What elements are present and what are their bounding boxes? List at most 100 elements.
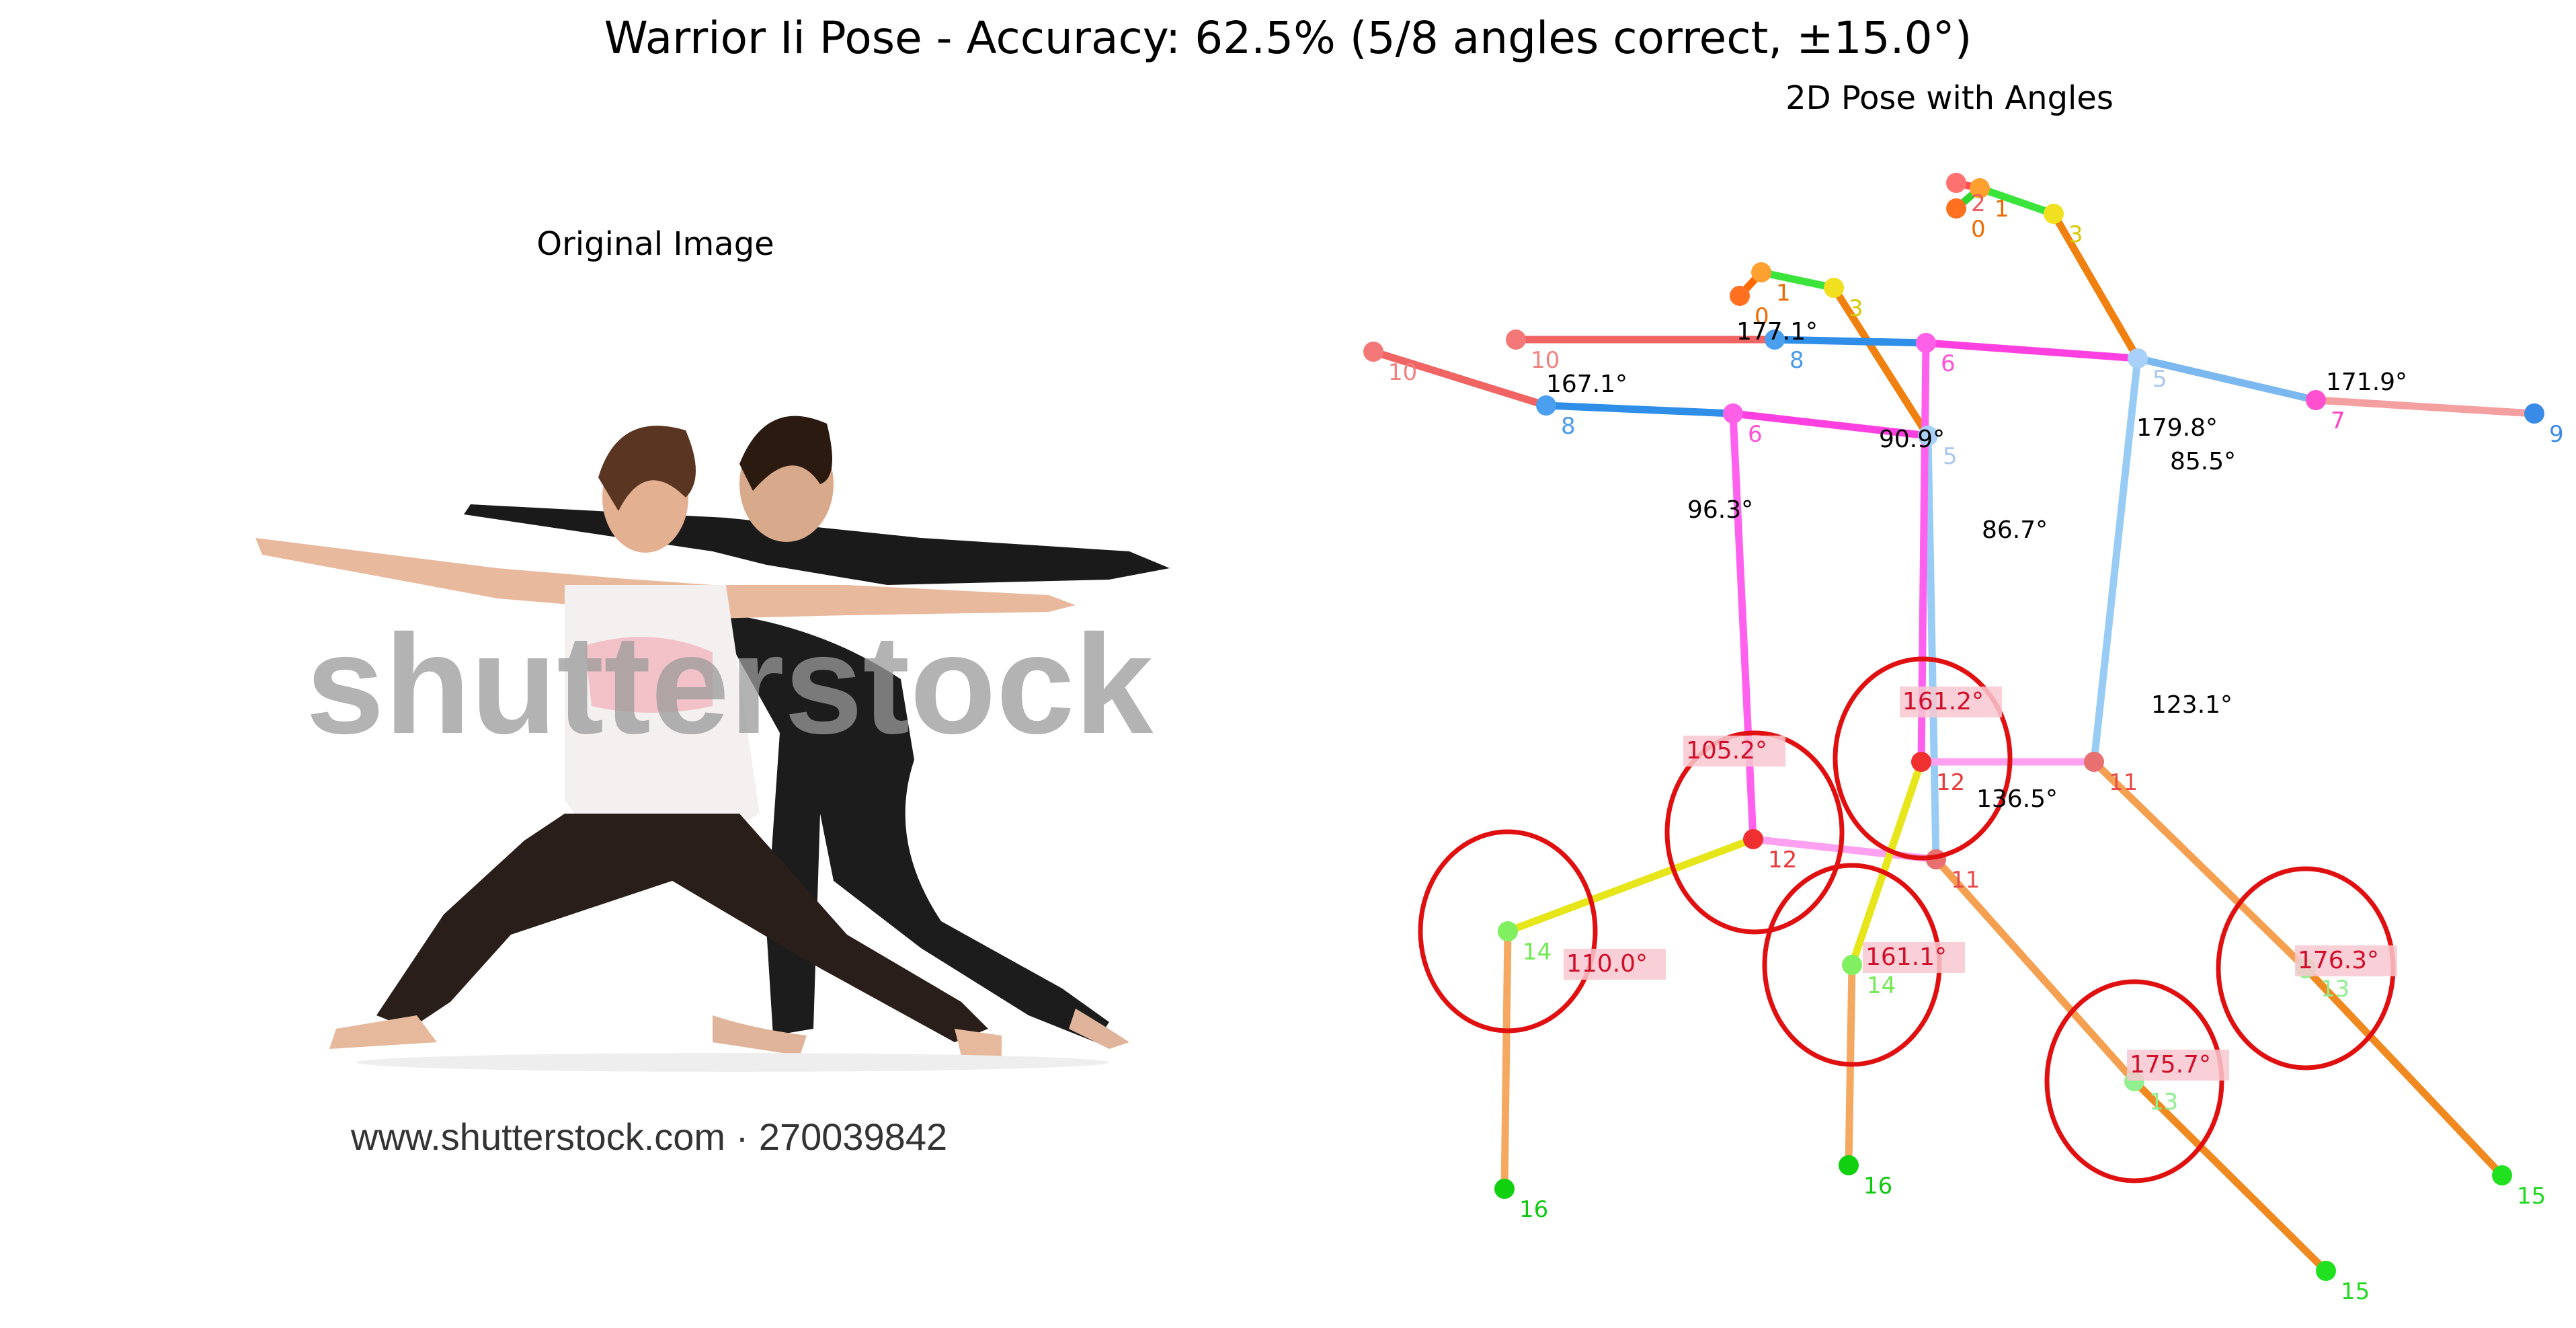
angle-label-correct-5: 171.9° [2326,368,2407,396]
limb-a-6-8 [1542,401,1737,418]
keypoint-a-1 [1751,262,1771,282]
keypoint-label-b-16: 16 [1863,1173,1892,1200]
keypoint-a-6 [1723,403,1743,424]
limb-b-13-15 [2302,964,2506,1179]
keypoint-label-b-10: 10 [1531,347,1560,374]
limb-a-14-16 [1500,927,1512,1193]
keypoint-label-b-1: 1 [1995,196,2009,223]
keypoint-b-16 [1839,1155,1859,1175]
angle-label-bg-incorrect-3 [1863,942,1965,973]
watermark-url: www.shutterstock.com · 270039842 [350,1116,947,1158]
angle-label-bg-incorrect-4 [2295,945,2397,976]
angle-label-correct-2: 96.3° [1687,496,1753,524]
keypoint-label-b-7: 7 [2331,407,2345,434]
angle-label-incorrect-5: 175.7° [2130,1051,2211,1079]
angle-label-incorrect-1: 161.2° [1902,688,1984,715]
original-image: shutterstock www.shutterstock.com · 2700… [242,329,1223,1190]
keypoint-label-b-14: 14 [1867,972,1896,999]
keypoint-a-5 [1918,426,1938,446]
keypoint-b-0 [1946,198,1966,219]
keypoint-label-a-10: 10 [1388,359,1417,386]
limb-b-1-3 [1976,184,2058,218]
angle-label-correct-3: 90.9° [1879,426,1945,453]
keypoint-b-15 [2492,1165,2512,1185]
keypoint-a-10 [1363,342,1383,362]
keypoint-label-a-11: 11 [1951,867,1980,894]
keypoint-label-a-16: 16 [1519,1196,1548,1223]
keypoint-label-b-13: 13 [2321,976,2349,1003]
angle-label-bg-incorrect-2 [1564,949,1666,980]
figure-title: Warrior Ii Pose - Accuracy: 62.5% (5/8 a… [604,12,1972,64]
limb-b-3-5 [2050,210,2142,362]
angle-label-bg-incorrect-1 [1900,687,2002,717]
angle-label-incorrect-2: 110.0° [1566,950,1648,978]
limb-a-13-15 [2130,1077,2330,1275]
keypoint-b-5 [2128,348,2148,368]
limb-a-11-13 [1932,855,2138,1085]
keypoint-b-10 [1506,329,1526,350]
keypoint-b-9 [2524,403,2544,424]
keypoint-label-a-12: 12 [1768,847,1797,873]
keypoint-label-a-15: 15 [2341,1278,2370,1305]
keypoint-label-b-15: 15 [2517,1183,2546,1210]
pose-panel-title: 2D Pose with Angles [1785,79,2114,117]
watermark-text: shutterstock [306,605,1154,763]
limb-a-1-3 [1757,268,1838,292]
angle-label-correct-4: 86.7° [1982,516,2048,544]
angle-label-incorrect-0: 105.2° [1686,737,1767,765]
limb-a-6-5 [1729,409,1932,440]
keypoint-a-14 [1498,921,1518,941]
incorrect-angle-circle-1 [1833,656,2013,861]
keypoint-label-a-3: 3 [1849,295,1863,322]
angle-label-correct-8: 123.1° [2151,691,2232,719]
keypoint-label-a-5: 5 [1943,443,1958,470]
keypoint-label-b-3: 3 [2068,221,2083,248]
keypoint-a-3 [1824,278,1844,298]
limb-b-7-9 [2312,396,2538,418]
keypoint-label-a-14: 14 [1523,939,1552,966]
angle-label-correct-0: 177.1° [1736,318,1818,346]
keypoint-label-b-2: 2 [1971,190,1986,217]
limb-a-8-10 [1369,348,1550,409]
angle-label-correct-9: 136.5° [1976,785,2058,813]
woman-figure [255,426,1076,1059]
keypoint-label-b-5: 5 [2152,366,2167,393]
keypoint-b-7 [2306,390,2326,410]
keypoint-b-6 [1916,333,1936,353]
limb-b-6-8 [1771,336,1930,347]
keypoint-label-b-0: 0 [1971,216,1986,243]
keypoint-label-a-0: 0 [1755,303,1769,330]
angle-label-correct-6: 179.8° [2136,414,2218,442]
keypoint-b-8 [1765,329,1785,350]
angle-label-incorrect-3: 161.1° [1865,943,1947,971]
limb-b-11-13 [2090,758,2310,972]
keypoint-label-a-13: 13 [2149,1089,2178,1116]
angle-label-incorrect-4: 176.3° [2298,947,2379,974]
keypoint-label-b-6: 6 [1941,350,1956,377]
keypoint-b-2 [1946,173,1966,193]
limb-b-12-14 [1848,758,1925,969]
keypoint-b-14 [1842,955,1862,975]
keypoint-a-16 [1494,1179,1515,1199]
keypoint-a-0 [1730,286,1750,306]
photo-illustration: shutterstock www.shutterstock.com · 2700… [255,416,1170,1158]
limb-a-6-12 [1729,409,1757,843]
keypoint-label-b-12: 12 [1936,769,1965,796]
keypoint-label-b-9: 9 [2549,421,2564,448]
limb-a-3-5 [1830,284,1932,440]
keypoint-b-12 [1911,752,1931,772]
angle-label-correct-7: 85.5° [2170,448,2236,475]
limb-b-5-11 [2090,354,2142,766]
keypoint-b-3 [2044,204,2064,224]
incorrect-angle-circle-5 [2044,979,2224,1183]
keypoint-a-15 [2316,1261,2336,1281]
original-image-title: Original Image [536,225,774,263]
limb-b-5-7 [2134,354,2320,404]
keypoint-a-8 [1536,395,1556,416]
keypoint-label-a-6: 6 [1748,421,1763,448]
angle-label-bg-incorrect-5 [2127,1050,2229,1081]
limb-a-5-11 [1924,432,1940,863]
keypoint-b-11 [2084,752,2104,772]
keypoint-b-1 [1970,178,1990,198]
